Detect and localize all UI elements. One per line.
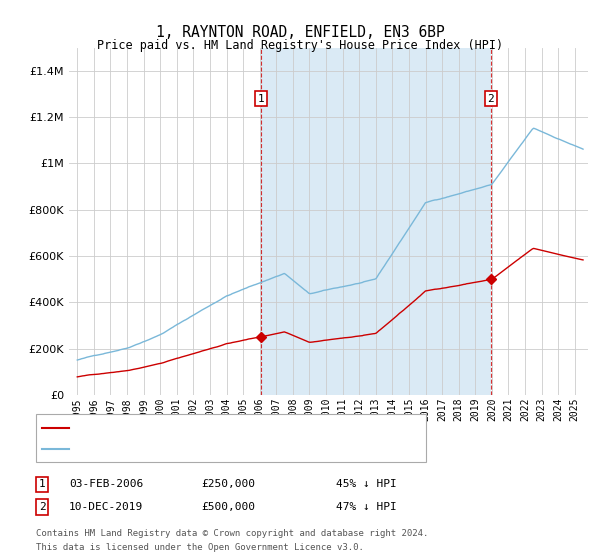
Text: 2: 2: [488, 94, 494, 104]
Text: £500,000: £500,000: [201, 502, 255, 512]
Text: 1: 1: [38, 479, 46, 489]
Text: 47% ↓ HPI: 47% ↓ HPI: [336, 502, 397, 512]
Text: 1: 1: [258, 94, 265, 104]
Text: 1, RAYNTON ROAD, ENFIELD, EN3 6BP (detached house): 1, RAYNTON ROAD, ENFIELD, EN3 6BP (detac…: [75, 423, 388, 433]
Text: Contains HM Land Registry data © Crown copyright and database right 2024.: Contains HM Land Registry data © Crown c…: [36, 529, 428, 538]
Text: 45% ↓ HPI: 45% ↓ HPI: [336, 479, 397, 489]
Text: 2: 2: [38, 502, 46, 512]
Bar: [261, 48, 491, 395]
Text: 10-DEC-2019: 10-DEC-2019: [69, 502, 143, 512]
Text: £250,000: £250,000: [201, 479, 255, 489]
Text: 03-FEB-2006: 03-FEB-2006: [69, 479, 143, 489]
Text: HPI: Average price, detached house, Enfield: HPI: Average price, detached house, Enfi…: [75, 444, 344, 454]
Text: 1, RAYNTON ROAD, ENFIELD, EN3 6BP: 1, RAYNTON ROAD, ENFIELD, EN3 6BP: [155, 25, 445, 40]
Text: Price paid vs. HM Land Registry's House Price Index (HPI): Price paid vs. HM Land Registry's House …: [97, 39, 503, 52]
Text: This data is licensed under the Open Government Licence v3.0.: This data is licensed under the Open Gov…: [36, 543, 364, 552]
